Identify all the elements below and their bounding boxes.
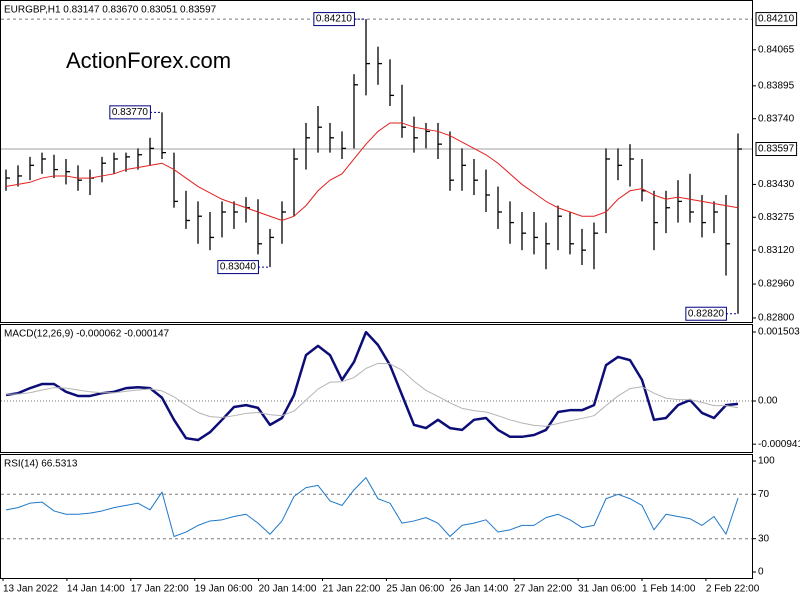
annotation-text: 0.83770 [112,107,149,118]
x-tick-label: 13 Jan 2022 [3,584,58,595]
x-tick-label: 31 Jan 06:00 [578,584,636,595]
annotation-box [109,105,151,120]
annotation: 0.83040 [217,260,259,275]
x-tick-label: 2 Feb 22:00 [706,584,760,595]
series-line [5,330,739,442]
annotation-box [313,12,355,27]
y-tick-label: 30 [758,533,770,544]
x-tick-label: 17 Jan 22:00 [131,584,189,595]
y-tick-label: 0.83895 [758,80,795,91]
moving-average [5,122,739,221]
x-tick-label: 14 Jan 14:00 [67,584,125,595]
y-tick-label: 0 [758,567,764,578]
x-tick-label: 26 Jan 14:00 [450,584,508,595]
x-tick-label: 25 Jan 06:00 [386,584,444,595]
y-tick-label: 0.82800 [758,313,795,324]
y-tick-label: 0.83740 [758,113,795,124]
y-tick-label: 0.84065 [758,44,795,55]
y-tick-label: 0.83275 [758,212,795,223]
panel-frame [0,454,753,579]
series-line [6,362,739,427]
x-tick-label: 20 Jan 14:00 [259,584,317,595]
x-tick-label: 21 Jan 22:00 [323,584,381,595]
level-label-box [755,142,798,157]
y-tick-label: 0.00 [758,396,778,407]
x-tick-label: 19 Jan 06:00 [195,584,253,595]
annotation-box [685,306,727,321]
y-tick-label: 0.001503 [758,327,800,338]
y-tick-label: 0.82960 [758,279,795,290]
panel-title: EURGBP,H1 0.83147 0.83670 0.83051 0.8359… [4,5,217,16]
y-tick-label: -0.000941 [758,439,800,450]
y-tick-label: 70 [758,489,770,500]
annotation-text: 0.83040 [220,262,257,273]
x-tick-label: 27 Jan 22:00 [514,584,572,595]
watermark: ActionForex.com [66,48,231,73]
y-tick-label: 0.83430 [758,179,795,190]
annotation-text: 0.82820 [688,308,725,319]
x-tick-label: 1 Feb 14:00 [642,584,696,595]
annotation: 0.83770 [109,105,151,120]
y-tick-label: 100 [758,456,775,467]
level-label: 0.83597 [755,142,798,157]
annotation-text: 0.84210 [316,14,353,25]
level-label: 0.84210 [755,12,798,27]
level-label-box [755,12,798,27]
annotation-box [217,260,259,275]
level-label-text: 0.84210 [758,14,795,25]
annotation: 0.84210 [313,12,355,27]
level-label-text: 0.83597 [758,144,795,155]
series-line [5,477,739,537]
annotation: 0.82820 [685,306,727,321]
panel-title: RSI(14) 66.5313 [4,459,78,470]
panel-title: MACD(12,26,9) -0.000062 -0.000147 [4,329,170,340]
y-tick-label: 0.83120 [758,245,795,256]
